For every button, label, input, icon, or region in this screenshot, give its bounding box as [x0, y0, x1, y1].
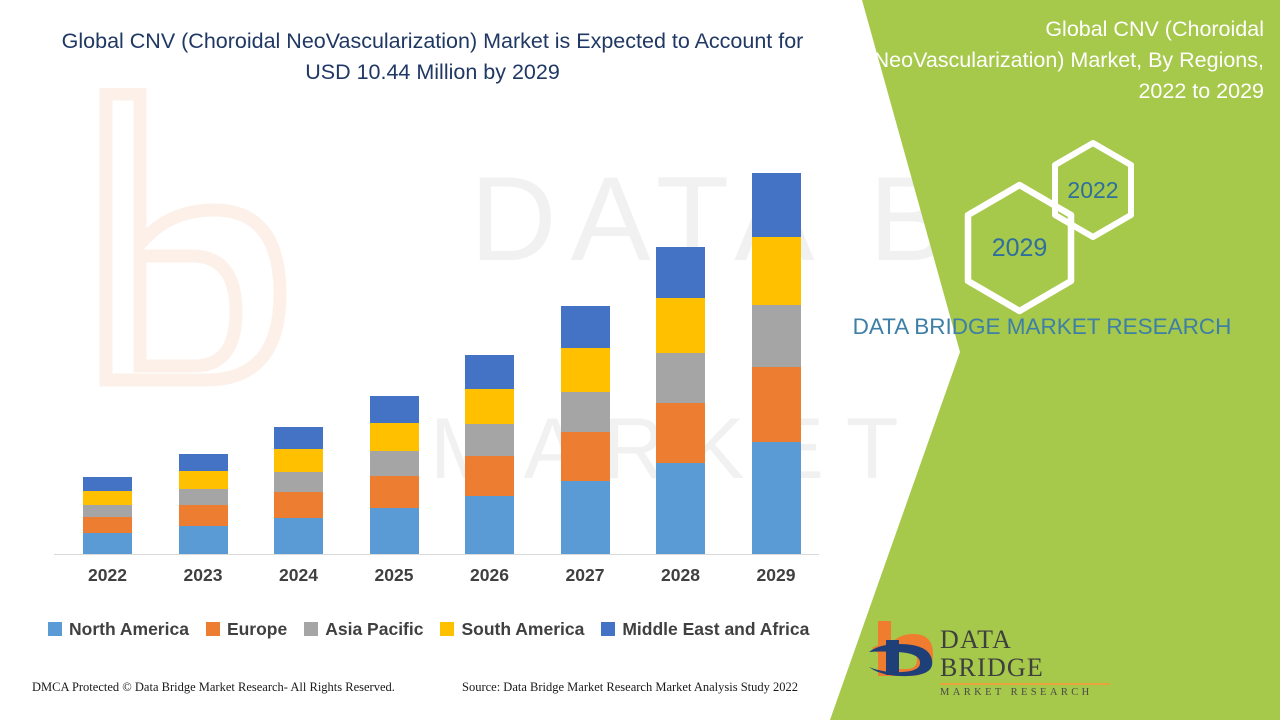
legend-item-europe[interactable]: Europe	[205, 618, 288, 640]
bar-segment	[178, 453, 228, 471]
x-axis-label-2029: 2029	[756, 565, 796, 585]
plot-area	[48, 150, 823, 555]
bar-segment	[751, 367, 801, 442]
logo-wordmark-top: DATA BRIDGE	[940, 625, 1044, 682]
legend-swatch-icon	[48, 622, 62, 636]
legend-item-middle-east-and-africa[interactable]: Middle East and Africa	[601, 619, 809, 640]
bar-segment	[656, 463, 705, 555]
stacked-bar-chart	[48, 150, 823, 555]
panel-shape	[830, 0, 1280, 720]
legend-item-north-america[interactable]: North America	[48, 619, 189, 640]
bar-column-2025	[369, 395, 419, 555]
x-axis-label-2026: 2026	[470, 565, 509, 585]
watermark-logo-icon	[99, 88, 287, 387]
brand-panel: Global CNV (Choroidal NeoVascularization…	[800, 0, 1280, 720]
footer-dmca-text: DMCA Protected © Data Bridge Market Rese…	[32, 680, 395, 694]
legend-swatch-icon	[304, 622, 319, 636]
hexagon-badge-2022: 2022	[1047, 139, 1139, 241]
bar-column-2023	[178, 453, 228, 555]
bar-segment	[274, 448, 323, 472]
bar-column-2027	[560, 306, 610, 555]
x-axis-label-2023: 2023	[183, 565, 223, 585]
bar-segment	[178, 505, 228, 526]
chart-legend: North America Europe Asia Pacific South Ame…	[48, 615, 838, 643]
x-axis-label-2028: 2028	[661, 565, 700, 585]
x-axis-label-2024: 2024	[279, 565, 318, 585]
bar-segment	[369, 422, 419, 451]
footer-source-text: Source: Data Bridge Market Research Mark…	[462, 680, 799, 694]
bar-segment	[83, 533, 132, 555]
legend-swatch-icon	[205, 622, 220, 636]
bar-segment	[83, 517, 132, 534]
bar-segment	[560, 480, 610, 555]
legend-label: Asia Pacific	[325, 618, 424, 639]
x-axis-labels: 2022 2023 2024 2025 2026 2027 2028 2029	[48, 565, 823, 595]
hexagon-outline-icon	[964, 181, 1075, 315]
logo-wordmark-bottom: MARKET RESEARCH	[940, 686, 1093, 698]
bar-segment	[560, 306, 610, 348]
data-bridge-logo-mark-icon	[869, 621, 933, 677]
bar-segment	[274, 471, 323, 493]
bar-segment	[751, 304, 801, 368]
hexagon-badge-2029: 2029	[958, 180, 1081, 316]
x-axis-label-2025: 2025	[374, 565, 414, 585]
bar-segment	[560, 391, 610, 433]
bar-segment	[274, 517, 323, 555]
bar-segment	[465, 388, 514, 424]
bar-column-2028	[656, 246, 705, 555]
hexagon-outline-icon	[1052, 140, 1134, 240]
bar-segment	[83, 477, 132, 491]
bar-segment	[465, 355, 514, 389]
legend-swatch-icon	[601, 622, 616, 636]
page-title: Global CNV (Choroidal NeoVascularization…	[61, 29, 804, 84]
bar-segment	[560, 347, 610, 392]
logo-wordmark: DATA BRIDGE MARKET RESEARCH	[940, 626, 1110, 698]
x-axis-label-2022: 2022	[88, 565, 127, 585]
footer: DMCA Protected © Data Bridge Market Rese…	[0, 680, 860, 708]
legend-label: Middle East and Africa	[622, 618, 810, 639]
panel-brand-text: DATA BRIDGE MARKET RESEARCH	[852, 314, 1232, 339]
bar-segment	[751, 172, 801, 238]
legend-label: South America	[461, 618, 585, 639]
bar-segment	[656, 403, 705, 464]
x-axis-label-2027: 2027	[565, 565, 605, 585]
bar-column-2022	[83, 477, 132, 555]
bar-column-2029	[751, 172, 801, 555]
hexagon-badge-2022-label: 2022	[1067, 176, 1119, 203]
bar-segment	[656, 246, 705, 299]
bar-column-2024	[274, 427, 323, 555]
bar-segment	[83, 490, 132, 505]
panel-title: Global CNV (Choroidal NeoVascularization…	[873, 17, 1264, 103]
legend-label: North America	[69, 618, 189, 639]
bar-segment	[369, 508, 419, 555]
bar-segment	[560, 432, 610, 481]
bar-segment	[274, 427, 323, 449]
bar-segment	[83, 504, 132, 518]
bar-segment	[369, 450, 419, 477]
bar-segment	[178, 470, 228, 490]
bar-segment	[465, 423, 514, 457]
bar-column-2026	[465, 355, 514, 555]
bar-segment	[274, 492, 323, 518]
bar-segment	[751, 237, 801, 305]
bar-segment	[369, 395, 419, 423]
legend-item-asia-pacific[interactable]: Asia Pacific	[304, 619, 423, 640]
logo-divider	[940, 683, 1110, 685]
bar-segment	[465, 456, 514, 496]
bar-segment	[465, 495, 514, 555]
bar-segment	[656, 353, 705, 404]
bar-segment	[369, 476, 419, 509]
x-axis-line	[54, 554, 819, 555]
company-logo: DATA BRIDGE MARKET RESEARCH	[868, 618, 1110, 698]
bar-segment	[656, 298, 705, 354]
bar-segment	[178, 525, 228, 555]
bar-segment	[178, 489, 228, 506]
legend-label: Europe	[226, 618, 288, 639]
bar-segment	[751, 441, 801, 555]
hexagon-badge-2029-label: 2029	[991, 233, 1048, 262]
legend-item-south-america[interactable]: South America	[440, 619, 584, 640]
legend-swatch-icon	[440, 622, 455, 636]
